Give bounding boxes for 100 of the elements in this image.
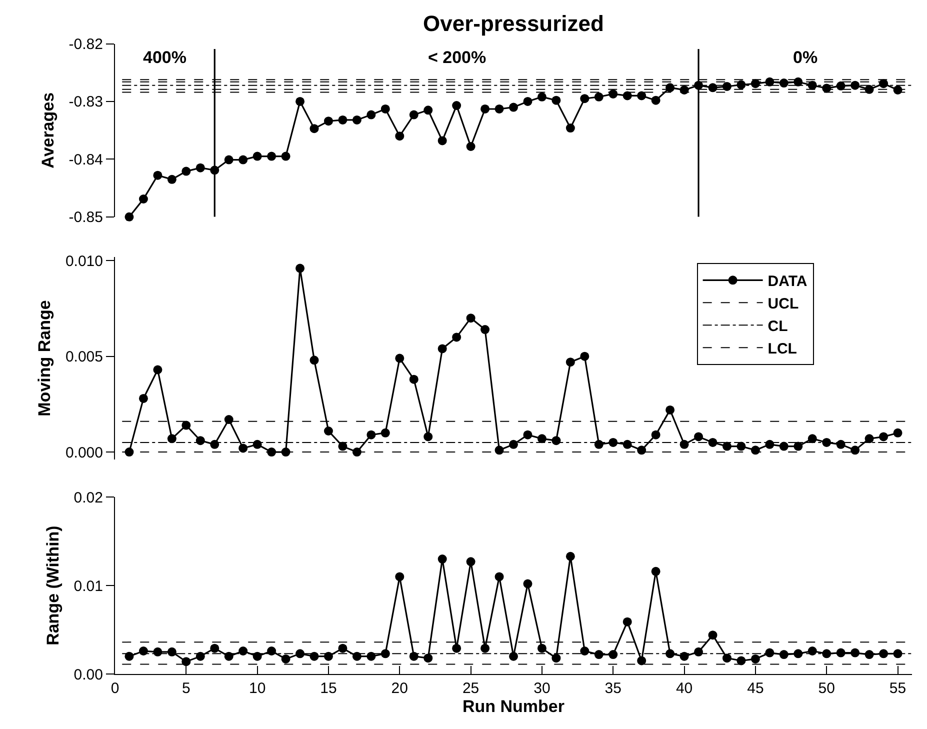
point	[566, 358, 575, 367]
point	[722, 442, 732, 451]
point	[338, 442, 348, 451]
point	[666, 405, 675, 414]
point	[893, 428, 902, 438]
point	[138, 394, 148, 403]
point	[338, 644, 348, 653]
point	[594, 650, 604, 660]
x-tick-label: 35	[604, 680, 622, 697]
y-tick-label: -0.85	[68, 209, 103, 226]
point	[452, 644, 462, 653]
annotation: 0%	[793, 48, 818, 67]
point	[651, 430, 660, 440]
point	[424, 432, 433, 442]
point	[366, 110, 376, 120]
point	[167, 434, 176, 444]
point	[380, 649, 390, 658]
point	[324, 426, 333, 436]
point	[537, 644, 546, 653]
annotation: < 200%	[428, 48, 486, 67]
point	[480, 325, 490, 334]
point	[138, 194, 148, 204]
chart-title: Over-pressurized	[423, 11, 604, 36]
point	[651, 96, 660, 105]
point	[651, 566, 660, 576]
point	[438, 136, 447, 146]
point	[552, 654, 561, 663]
point	[509, 102, 518, 112]
point	[167, 647, 176, 656]
point	[750, 654, 760, 664]
y-axis-title: Averages	[38, 92, 58, 168]
point	[352, 448, 362, 457]
point	[509, 440, 518, 449]
y-axis-title: Moving Range	[35, 300, 54, 416]
annotation: 400%	[143, 48, 186, 67]
point	[722, 654, 732, 663]
point	[637, 446, 646, 455]
point	[352, 652, 362, 661]
point	[252, 652, 262, 661]
point	[850, 648, 860, 658]
y-tick-label: 0.02	[74, 489, 103, 506]
point	[494, 446, 504, 455]
point	[708, 630, 718, 640]
point	[566, 124, 575, 133]
point	[380, 104, 390, 114]
point	[196, 163, 205, 172]
point	[267, 152, 276, 161]
point	[622, 617, 632, 626]
y-tick-label: -0.83	[68, 94, 103, 111]
point	[594, 440, 604, 449]
y-tick-label: 0.00	[74, 666, 103, 684]
point	[338, 115, 348, 124]
legend-label: CL	[768, 318, 788, 336]
x-tick-label: 10	[248, 680, 266, 697]
point	[736, 656, 746, 666]
point	[281, 152, 290, 161]
point	[296, 264, 305, 273]
point	[580, 94, 590, 104]
point	[622, 91, 632, 100]
point	[224, 155, 234, 164]
x-tick-label: 20	[391, 680, 408, 697]
x-tick-label: 45	[747, 680, 764, 697]
point	[637, 656, 646, 666]
x-tick-label: 25	[462, 680, 480, 697]
point	[765, 440, 774, 449]
point	[380, 428, 390, 438]
y-tick-label: 0.010	[65, 252, 103, 270]
point	[808, 434, 817, 444]
point	[281, 654, 290, 664]
point	[153, 170, 162, 180]
point	[552, 96, 561, 105]
point	[395, 132, 404, 141]
y-tick-label: 0.01	[74, 578, 103, 595]
point	[622, 440, 632, 449]
point	[850, 446, 860, 455]
point	[182, 657, 191, 666]
point	[523, 579, 532, 588]
point	[238, 444, 248, 453]
point	[509, 652, 518, 661]
y-tick-label: -0.82	[68, 36, 103, 54]
point	[366, 652, 376, 661]
point	[324, 116, 333, 126]
point	[594, 92, 604, 102]
point	[523, 96, 532, 106]
point	[480, 644, 490, 653]
point	[779, 78, 788, 88]
point	[494, 572, 504, 582]
point	[537, 434, 546, 444]
point	[708, 438, 718, 447]
legend-label: LCL	[768, 340, 797, 358]
point	[694, 432, 704, 442]
y-tick-label: -0.84	[68, 151, 103, 168]
point	[694, 647, 704, 656]
point	[537, 92, 546, 102]
point	[438, 554, 447, 564]
point	[864, 434, 874, 444]
point	[182, 420, 191, 430]
x-axis-title: Run Number	[462, 697, 565, 716]
y-tick-label: 0.000	[65, 444, 103, 462]
x-tick-label: 55	[889, 680, 906, 697]
